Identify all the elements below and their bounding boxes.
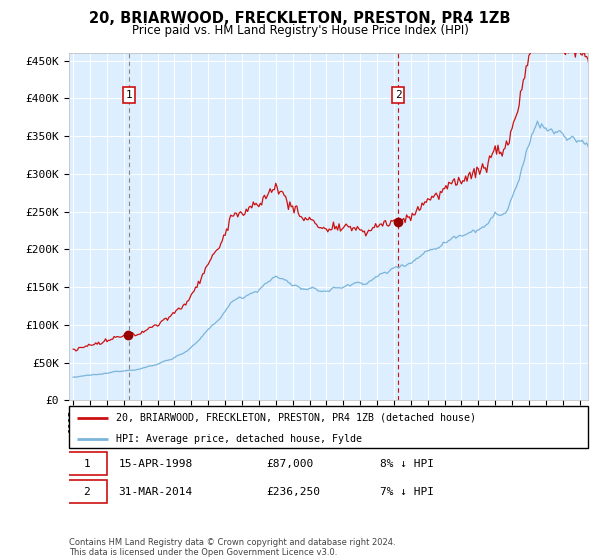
Text: 1: 1 xyxy=(83,459,90,469)
Text: Contains HM Land Registry data © Crown copyright and database right 2024.
This d: Contains HM Land Registry data © Crown c… xyxy=(69,538,395,557)
Text: 2: 2 xyxy=(83,487,90,497)
Text: 15-APR-1998: 15-APR-1998 xyxy=(118,459,193,469)
Text: 1: 1 xyxy=(125,90,132,100)
FancyBboxPatch shape xyxy=(67,480,107,503)
Text: Price paid vs. HM Land Registry's House Price Index (HPI): Price paid vs. HM Land Registry's House … xyxy=(131,24,469,36)
Text: 31-MAR-2014: 31-MAR-2014 xyxy=(118,487,193,497)
Text: £236,250: £236,250 xyxy=(266,487,320,497)
Text: 7% ↓ HPI: 7% ↓ HPI xyxy=(380,487,434,497)
Text: 8% ↓ HPI: 8% ↓ HPI xyxy=(380,459,434,469)
Text: 2: 2 xyxy=(395,90,401,100)
Text: HPI: Average price, detached house, Fylde: HPI: Average price, detached house, Fyld… xyxy=(116,434,362,444)
FancyBboxPatch shape xyxy=(67,452,107,475)
Text: 20, BRIARWOOD, FRECKLETON, PRESTON, PR4 1ZB: 20, BRIARWOOD, FRECKLETON, PRESTON, PR4 … xyxy=(89,11,511,26)
Text: £87,000: £87,000 xyxy=(266,459,313,469)
Text: 20, BRIARWOOD, FRECKLETON, PRESTON, PR4 1ZB (detached house): 20, BRIARWOOD, FRECKLETON, PRESTON, PR4 … xyxy=(116,413,476,423)
